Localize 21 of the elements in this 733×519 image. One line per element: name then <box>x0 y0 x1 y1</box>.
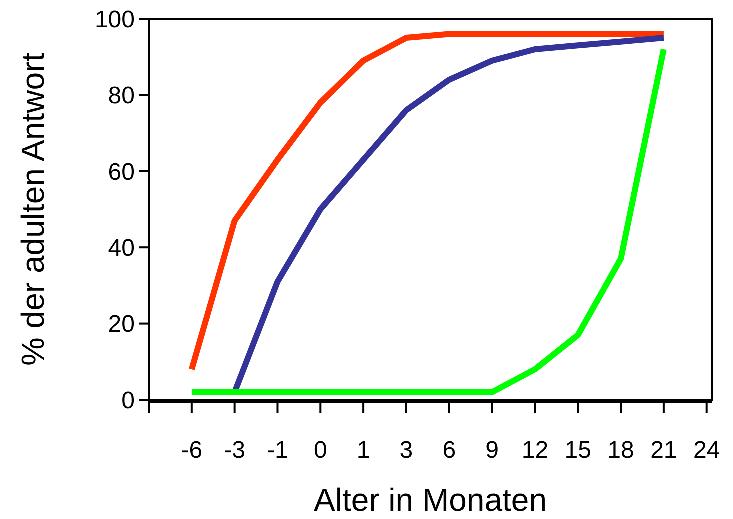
x-axis-title: Alter in Monaten <box>314 482 548 518</box>
y-tick-label: 60 <box>108 158 135 186</box>
y-axis-title: % der adulten Antwort <box>15 52 51 366</box>
x-tick-label: 3 <box>400 437 414 464</box>
x-tick-label: 12 <box>522 437 549 464</box>
y-tick-label: 20 <box>108 311 135 338</box>
y-tick-label: 80 <box>108 82 135 110</box>
x-tick-label: 18 <box>608 437 634 464</box>
x-tick-label: 1 <box>356 437 370 464</box>
x-tick-label: 9 <box>486 437 499 464</box>
x-tick-label: -6 <box>181 437 203 464</box>
x-tick-label: -3 <box>224 437 246 464</box>
x-tick-label: 6 <box>442 437 456 464</box>
y-tick-label: 0 <box>122 387 135 414</box>
x-tick-label: 0 <box>314 437 328 464</box>
y-tick-label: 100 <box>94 6 135 34</box>
x-tick-label: -1 <box>267 437 288 464</box>
x-tick-label: 24 <box>694 437 720 464</box>
y-tick-label: 40 <box>108 235 135 262</box>
x-tick-label: 15 <box>564 437 592 464</box>
x-tick-label: 21 <box>650 437 678 464</box>
